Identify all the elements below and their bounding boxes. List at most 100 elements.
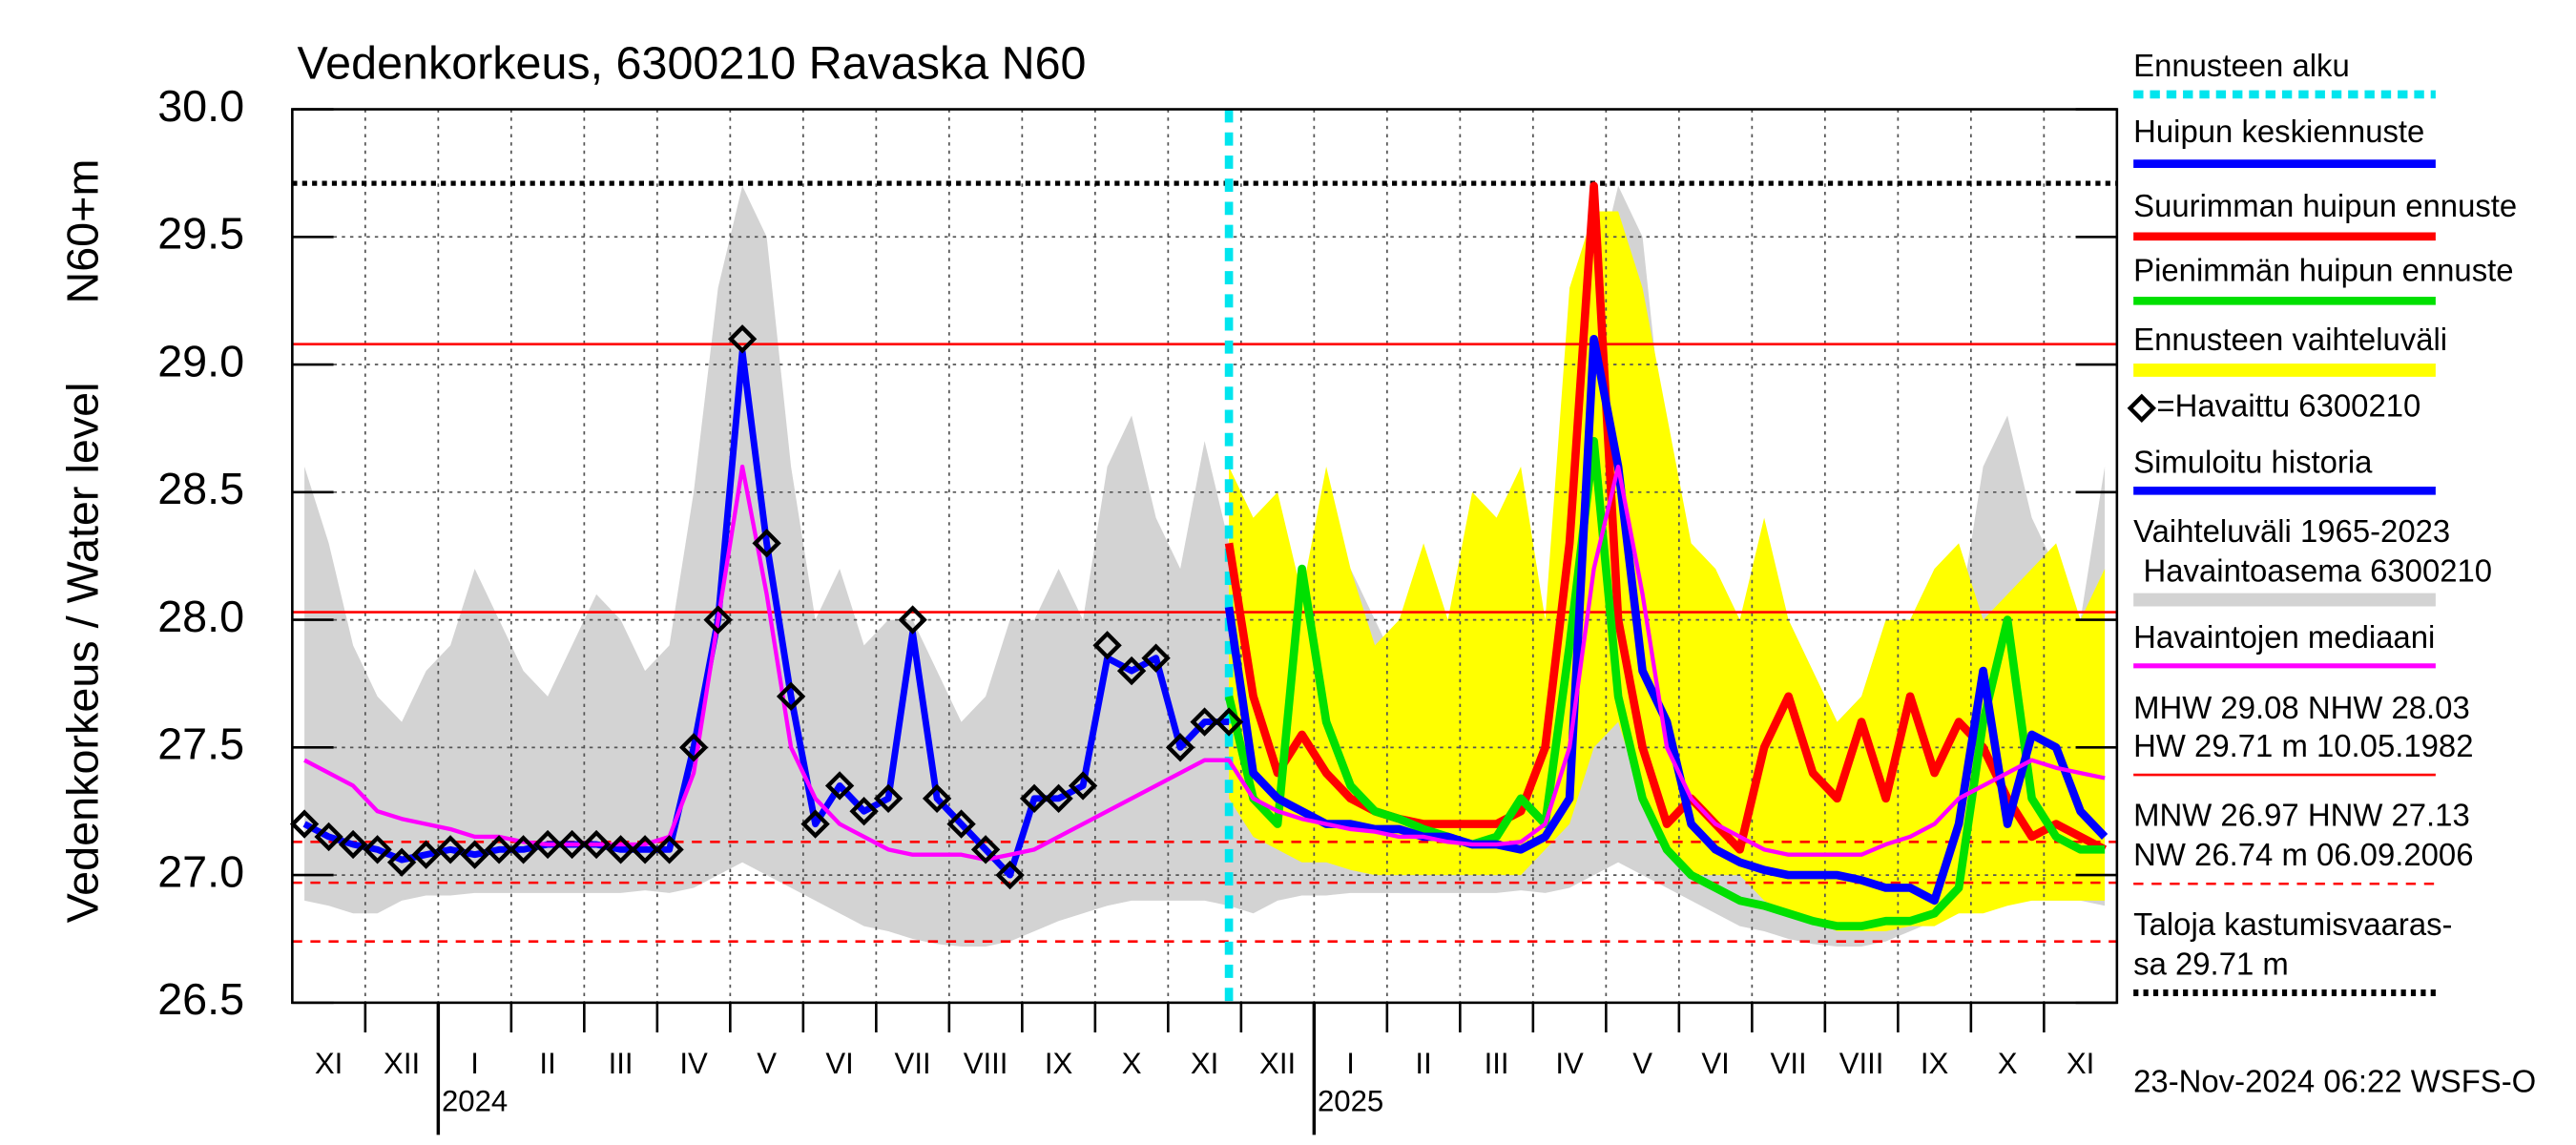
observed-marker: [1141, 643, 1171, 673]
series-line: [303, 464, 2106, 863]
y-axis-unit: N60+m: [57, 159, 107, 304]
y-tick-label: 26.5: [157, 974, 244, 1024]
x-tick-label: IV: [1555, 1047, 1584, 1080]
legend-marker: [2127, 393, 2156, 423]
legend-label: Vaihteluväli 1965-2023: [2133, 513, 2450, 549]
observed-marker: [1165, 733, 1195, 762]
x-tick-label: VIII: [964, 1047, 1008, 1080]
x-tick-label: VII: [1771, 1047, 1807, 1080]
observed-marker: [678, 733, 709, 762]
legend-label: NW 26.74 m 06.09.2006: [2133, 837, 2473, 872]
x-tick-label: I: [470, 1047, 479, 1080]
legend-label: Havaintoasema 6300210: [2144, 553, 2493, 589]
legend-label: =Havaittu 6300210: [2156, 387, 2420, 423]
legend-label: Huipun keskiennuste: [2133, 114, 2424, 149]
observed-marker: [363, 835, 392, 864]
x-tick-label: XI: [1191, 1047, 1218, 1080]
x-tick-label: VI: [1701, 1047, 1729, 1080]
footer: 23-Nov-2024 06:22 WSFS-O: [2133, 1063, 2536, 1098]
legend-label: sa 29.71 m: [2133, 946, 2289, 981]
x-tick-label: IX: [1045, 1047, 1073, 1080]
observed-marker: [289, 809, 320, 839]
legend-label: Suurimman huipun ennuste: [2133, 188, 2517, 223]
legend-label: MHW 29.08 NHW 28.03: [2133, 690, 2470, 725]
observed-marker: [995, 860, 1025, 890]
observed-marker: [824, 771, 855, 801]
x-tick-label: I: [1346, 1047, 1355, 1080]
observed-marker: [1214, 707, 1244, 737]
observed-marker: [314, 822, 343, 852]
x-tick-label: XII: [384, 1047, 420, 1080]
y-tick-label: 29.0: [157, 336, 244, 385]
x-tick-label: III: [609, 1047, 634, 1080]
x-tick-label: VII: [895, 1047, 931, 1080]
x-tick-label: IV: [679, 1047, 708, 1080]
observed-marker: [484, 835, 514, 864]
x-tick-label: III: [1485, 1047, 1509, 1080]
x-tick-label: IX: [1921, 1047, 1949, 1080]
observed-marker: [703, 605, 733, 635]
observed-marker: [946, 809, 976, 839]
observed-marker: [1019, 783, 1049, 814]
observed-marker: [752, 529, 781, 558]
observed-marker: [970, 835, 1001, 864]
legend-label: Havaintojen mediaani: [2133, 619, 2435, 655]
x-tick-label: X: [1122, 1047, 1142, 1080]
y-axis-label: Vedenkorkeus / Water level: [57, 382, 107, 923]
observed-marker: [435, 835, 466, 864]
x-tick-label: XI: [2067, 1047, 2094, 1080]
y-tick-label: 28.5: [157, 464, 244, 513]
y-tick-label: 30.0: [157, 81, 244, 131]
observed-marker: [800, 809, 830, 839]
observed-marker: [898, 605, 927, 635]
observed-marker: [338, 829, 368, 860]
legend-label: HW 29.71 m 10.05.1982: [2133, 728, 2473, 763]
chart-title: Vedenkorkeus, 6300210 Ravaska N60: [298, 37, 1087, 89]
observed-marker: [654, 835, 684, 864]
observed-marker: [922, 783, 952, 814]
year-label: 2025: [1318, 1085, 1383, 1118]
observed-marker: [532, 829, 563, 860]
observed-marker: [1190, 707, 1219, 737]
observed-marker: [630, 835, 660, 864]
series-line: [1224, 334, 2109, 906]
observed-marker: [1116, 656, 1147, 686]
x-tick-label: V: [757, 1047, 777, 1080]
observed-marker: [509, 835, 538, 864]
x-tick-label: VI: [825, 1047, 853, 1080]
legend-label: Pienimmän huipun ennuste: [2133, 253, 2513, 288]
y-tick-label: 27.5: [157, 719, 244, 769]
x-tick-label: II: [539, 1047, 555, 1080]
observed-marker: [557, 829, 587, 860]
observed-marker: [727, 324, 758, 354]
observed-marker: [460, 840, 489, 869]
x-tick-label: XI: [315, 1047, 343, 1080]
legend-label: Ennusteen alku: [2133, 48, 2350, 83]
legend-label: Simuloitu historia: [2133, 444, 2373, 479]
y-tick-label: 29.5: [157, 209, 244, 259]
observed-marker: [1092, 631, 1122, 660]
observed-marker: [1044, 783, 1073, 814]
x-tick-label: VIII: [1839, 1047, 1884, 1080]
y-tick-label: 28.0: [157, 592, 244, 641]
y-tick-label: 27.0: [157, 846, 244, 896]
legend-label: MNW 26.97 HNW 27.13: [2133, 798, 2470, 833]
x-tick-label: V: [1632, 1047, 1652, 1080]
observed-marker: [873, 783, 904, 814]
observed-marker: [606, 835, 635, 864]
observed-marker: [411, 840, 441, 869]
observed-marker: [776, 681, 806, 712]
legend-label: Taloja kastumisvaaras-: [2133, 906, 2452, 942]
plot-frame: [291, 108, 2119, 1005]
observed-marker: [386, 847, 417, 877]
observed-marker: [581, 829, 612, 860]
year-label: 2024: [442, 1085, 508, 1118]
legend-label: Ennusteen vaihteluväli: [2133, 322, 2447, 357]
range-band: [1229, 211, 2106, 931]
observed-marker: [849, 797, 879, 826]
observed-marker: [1068, 771, 1098, 801]
x-tick-label: II: [1415, 1047, 1431, 1080]
x-tick-label: X: [1998, 1047, 2018, 1080]
